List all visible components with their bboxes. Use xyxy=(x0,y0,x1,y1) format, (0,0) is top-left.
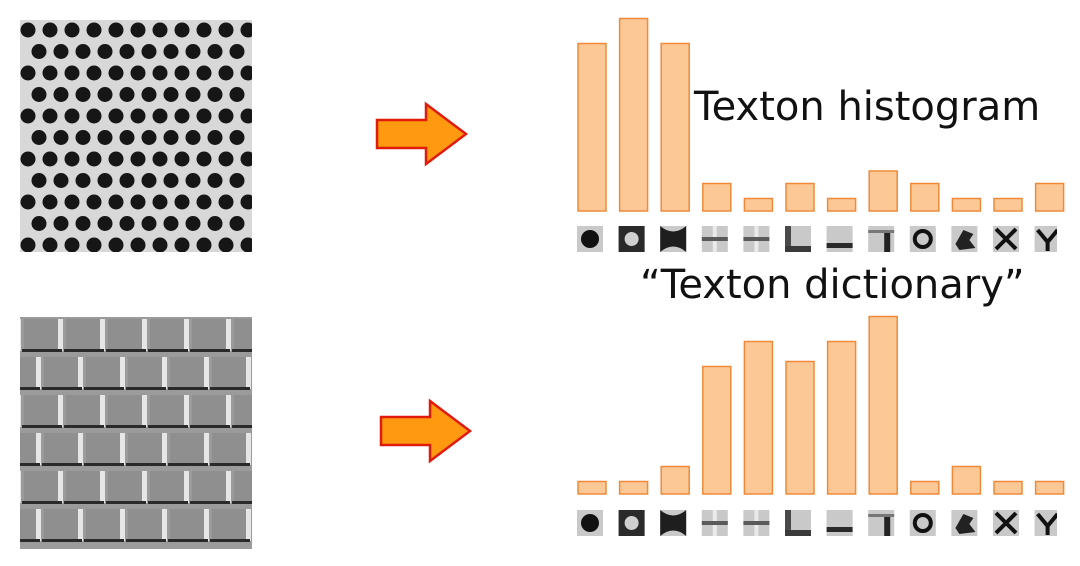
edge-h-icon xyxy=(826,226,853,252)
histogram-bar xyxy=(743,197,774,212)
edge-h-icon xyxy=(826,510,853,536)
blob-icon xyxy=(951,510,978,536)
texton-histogram-top xyxy=(577,17,1065,212)
ring-icon xyxy=(909,226,936,252)
cross-dark-icon xyxy=(618,510,645,536)
dot-icon xyxy=(577,226,603,252)
histogram-bar xyxy=(702,365,732,495)
histogram-bar xyxy=(951,465,982,495)
histogram-bar xyxy=(826,340,857,495)
histogram-bar xyxy=(660,465,690,495)
cross-light-icon xyxy=(743,226,770,252)
corner-v-icon xyxy=(868,510,895,536)
cross-dark-icon xyxy=(618,226,645,252)
histogram-bar xyxy=(910,480,940,495)
histogram-bar xyxy=(660,42,690,212)
histogram-bar xyxy=(785,182,815,212)
saddle-icon xyxy=(660,226,687,252)
histogram-bar xyxy=(618,17,649,212)
histogram-bar xyxy=(785,360,815,495)
vy-icon xyxy=(1034,510,1057,536)
histogram-label: Texton histogram xyxy=(694,84,1041,130)
histogram-bar xyxy=(702,182,732,212)
histogram-bar xyxy=(577,480,607,495)
ring-icon xyxy=(909,510,936,536)
histogram-bar xyxy=(577,42,607,212)
dictionary-label: “Texton dictionary” xyxy=(640,262,1025,308)
texton-dictionary-row-bottom xyxy=(577,510,1057,536)
histogram-bar xyxy=(868,170,898,212)
corner-icon xyxy=(785,226,811,252)
histogram-bar xyxy=(826,197,857,212)
histogram-bar xyxy=(618,480,649,495)
histogram-bar xyxy=(993,197,1023,212)
saddle-icon xyxy=(660,510,687,536)
corner-icon xyxy=(785,510,811,536)
texture-dots-image xyxy=(20,20,252,252)
corner-v-icon xyxy=(868,226,895,252)
histogram-bar xyxy=(868,315,898,495)
histogram-bar xyxy=(743,340,774,495)
texton-dictionary-row-top xyxy=(577,226,1057,252)
x-icon xyxy=(993,226,1019,252)
texture-grid-image xyxy=(20,317,252,549)
cross-light-icon xyxy=(701,510,728,536)
histogram-bar xyxy=(1034,480,1065,495)
vy-icon xyxy=(1034,226,1057,252)
blob-icon xyxy=(951,226,978,252)
histogram-bar xyxy=(993,480,1023,495)
arrow-right-icon xyxy=(379,398,473,464)
x-icon xyxy=(993,510,1019,536)
texton-histogram-bottom xyxy=(577,315,1065,495)
histogram-bar xyxy=(910,182,940,212)
dot-icon xyxy=(577,510,603,536)
histogram-bar xyxy=(951,197,982,212)
histogram-bar xyxy=(1034,182,1065,212)
arrow-right-icon xyxy=(375,101,469,167)
cross-light-icon xyxy=(701,226,728,252)
cross-light-icon xyxy=(743,510,770,536)
